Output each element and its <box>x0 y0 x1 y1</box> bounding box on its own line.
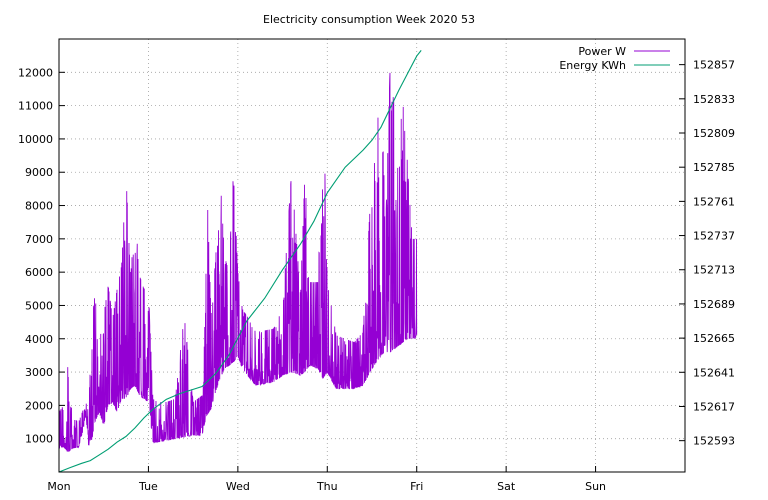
legend-label-power: Power W <box>578 45 626 58</box>
y2-tick-label: 152617 <box>693 400 735 413</box>
y2-tick-label: 152809 <box>693 127 735 140</box>
power-line <box>58 72 418 452</box>
y-tick-label: 4000 <box>25 333 53 346</box>
y2-tick-label: 152641 <box>693 366 735 379</box>
y-tick-label: 7000 <box>25 233 53 246</box>
y-right-axis: 152593 152617 152641 152665 152689 152713 1527… <box>679 59 735 448</box>
x-tick-label: Wed <box>226 480 250 493</box>
power-series <box>58 72 418 452</box>
y2-tick-label: 152833 <box>693 93 735 106</box>
x-tick-label: Tue <box>138 480 158 493</box>
y-tick-label: 6000 <box>25 266 53 279</box>
y-tick-label: 8000 <box>25 200 53 213</box>
y-tick-label: 11000 <box>18 100 53 113</box>
y2-tick-label: 152761 <box>693 195 735 208</box>
x-tick-label: Sat <box>497 480 516 493</box>
y-tick-label: 10000 <box>18 133 53 146</box>
y-left-axis: 1000 2000 3000 4000 5000 6000 7000 8000 9000 1000… <box>18 66 65 446</box>
legend: Power W Energy KWh <box>559 45 670 72</box>
y2-tick-label: 152713 <box>693 264 735 277</box>
energy-line <box>58 50 422 473</box>
plot-frame <box>58 38 686 473</box>
x-tick-label: Fri <box>410 480 423 493</box>
y2-tick-label: 152593 <box>693 435 735 448</box>
y-tick-label: 2000 <box>25 399 53 412</box>
y2-tick-label: 152665 <box>693 332 735 345</box>
x-tick-label: Sun <box>585 480 606 493</box>
y-tick-label: 3000 <box>25 366 53 379</box>
chart-title: Electricity consumption Week 2020 53 <box>263 13 475 26</box>
x-axis: Mon Tue Wed Thu Fri Sat Sun <box>47 466 606 493</box>
y2-tick-label: 152857 <box>693 59 735 72</box>
y-tick-label: 9000 <box>25 166 53 179</box>
x-tick-label: Mon <box>47 480 70 493</box>
y-tick-label: 12000 <box>18 66 53 79</box>
x-tick-label: Thu <box>316 480 338 493</box>
y2-tick-label: 152785 <box>693 161 735 174</box>
y-tick-label: 1000 <box>25 433 53 446</box>
legend-label-energy: Energy KWh <box>559 59 626 72</box>
y2-tick-label: 152689 <box>693 298 735 311</box>
energy-series <box>58 50 422 473</box>
y-tick-label: 5000 <box>25 299 53 312</box>
y2-tick-label: 152737 <box>693 230 735 243</box>
